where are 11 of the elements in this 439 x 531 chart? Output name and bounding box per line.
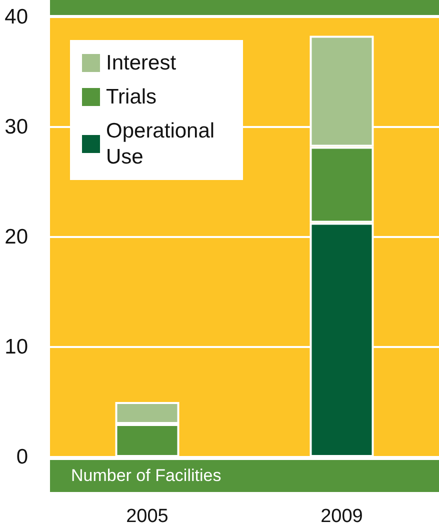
legend-label: Trials: [106, 86, 157, 108]
text: Number of Facilities: [50, 460, 439, 492]
x-tick-label: 2009: [320, 506, 363, 527]
y-tick-label: 0: [16, 446, 28, 468]
x-tick-label: 2005: [126, 506, 168, 527]
y-tick-label: 30: [4, 116, 28, 138]
legend-label: Operational Use: [106, 120, 220, 168]
legend-label: Interest: [106, 52, 176, 74]
y-tick-label: 20: [4, 226, 28, 248]
y-tick-label: 10: [4, 336, 28, 358]
y-tick-label: 40: [4, 6, 28, 28]
